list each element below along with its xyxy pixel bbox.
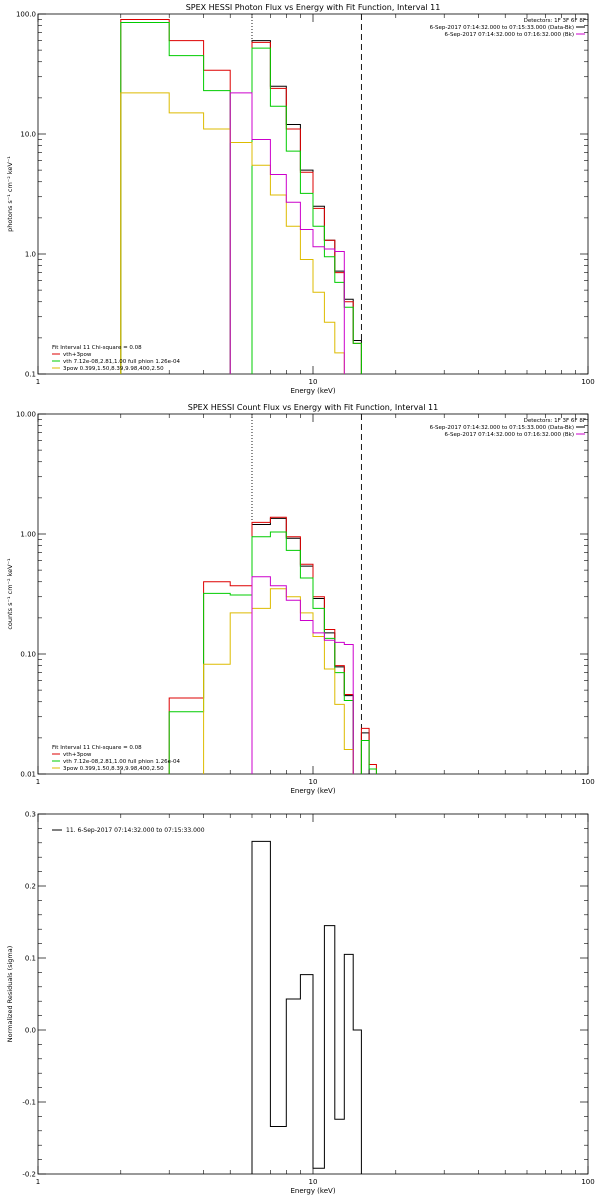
residuals-panel: 1 10 100 Energy (keV) -0.2 -0.1 0.0 0.1 0.2 0.3 No… (6, 811, 595, 1196)
photon-flux-panel: SPEX HESSI Photon Flux vs Energy with Fi… (6, 3, 595, 395)
y-axis-label: Normalized Residuals (sigma) (6, 946, 14, 1043)
y-tick-label: 1.0 (25, 251, 36, 259)
legend-right-text: 6-Sep-2017 07:14:32.000 to 07:15:33.000 … (430, 425, 574, 431)
x-tick-label: 1 (36, 778, 40, 786)
legend-left-text: 3pow 0.399,1.50,8.39,9.98,400,2.50 (63, 766, 164, 772)
x-tick-label: 10 (309, 778, 318, 786)
x-tick-label: 1 (36, 378, 40, 386)
y-tick-label: 0.10 (20, 651, 36, 659)
legend-right-text: 6-Sep-2017 07:14:32.000 to 07:15:33.000 … (430, 25, 574, 31)
y-tick-label: -0.2 (22, 1171, 36, 1179)
y-tick-label: 0.01 (20, 771, 36, 779)
series-1-step-line (168, 516, 377, 774)
legend-left-text: vth 7.12e-08,2.81,1.00 full phion 1.26e-… (63, 759, 180, 765)
x-axis-label: Energy (keV) (290, 387, 335, 395)
legend-left-text: Fit Interval 11 Chi-square = 0.08 (52, 345, 142, 351)
legend-left-text: Fit Interval 11 Chi-square = 0.08 (52, 745, 142, 751)
series-4-step-line (251, 576, 354, 774)
y-tick-label: 0.1 (25, 955, 36, 963)
count-flux-panel: SPEX HESSI Count Flux vs Energy with Fit… (6, 403, 595, 795)
x-axis-label: Energy (keV) (290, 787, 335, 795)
y-tick-label: -0.1 (22, 1099, 36, 1107)
series-2-step-line (168, 531, 377, 774)
series-0-step-line (251, 40, 362, 374)
legend-text: 11. 6-Sep-2017 07:14:32.000 to 07:15:33.… (66, 827, 205, 834)
y-tick-label: 100.0 (16, 11, 36, 19)
legend-left-text: vth 7.12e-08,2.81,1.00 full phion 1.26e-… (63, 359, 180, 365)
series-0-step-line (251, 517, 370, 774)
detectors-label: Detectors: 1F 3F 6F 8F (524, 18, 586, 24)
legend-left-text: 3pow 0.399,1.50,8.39,9.98,400,2.50 (63, 366, 164, 372)
legend-right-text: 6-Sep-2017 07:14:32.000 to 07:16:32.000 … (445, 32, 575, 38)
series-3-step-line (203, 588, 354, 774)
legend-left-text: vth+3pow (63, 752, 92, 758)
x-tick-label: 1 (36, 1178, 40, 1186)
series-4-step-line (229, 92, 345, 374)
y-tick-label: 10.0 (20, 131, 36, 139)
x-tick-label: 10 (309, 1178, 318, 1186)
detectors-label: Detectors: 1F 3F 6F 8F (524, 418, 586, 424)
residual-step-line (251, 840, 362, 1174)
legend-right-text: 6-Sep-2017 07:14:32.000 to 07:16:32.000 … (445, 432, 575, 438)
y-tick-label: 0.0 (25, 1027, 36, 1035)
x-tick-label: 10 (309, 378, 318, 386)
y-axis-label: counts s⁻¹ cm⁻² keV⁻¹ (6, 558, 14, 630)
y-axis-label: photons s⁻¹ cm⁻² keV⁻¹ (6, 156, 14, 232)
chart-title: SPEX HESSI Photon Flux vs Energy with Fi… (186, 3, 441, 12)
chart-title: SPEX HESSI Count Flux vs Energy with Fit… (188, 403, 439, 412)
y-tick-label: 0.1 (25, 371, 36, 379)
y-tick-label: 10.00 (16, 411, 36, 419)
x-axis-label: Energy (keV) (290, 1187, 335, 1195)
y-tick-label: 1.00 (20, 531, 36, 539)
legend-left-text: vth+3pow (63, 352, 92, 358)
series-2-step-line (120, 22, 362, 374)
x-tick-label: 100 (581, 778, 594, 786)
x-tick-label: 100 (581, 1178, 594, 1186)
series-1-step-line (120, 19, 362, 374)
y-tick-label: 0.2 (25, 883, 36, 891)
y-tick-label: 0.3 (25, 811, 36, 819)
x-tick-label: 100 (581, 378, 594, 386)
series-3-step-line (120, 92, 345, 374)
